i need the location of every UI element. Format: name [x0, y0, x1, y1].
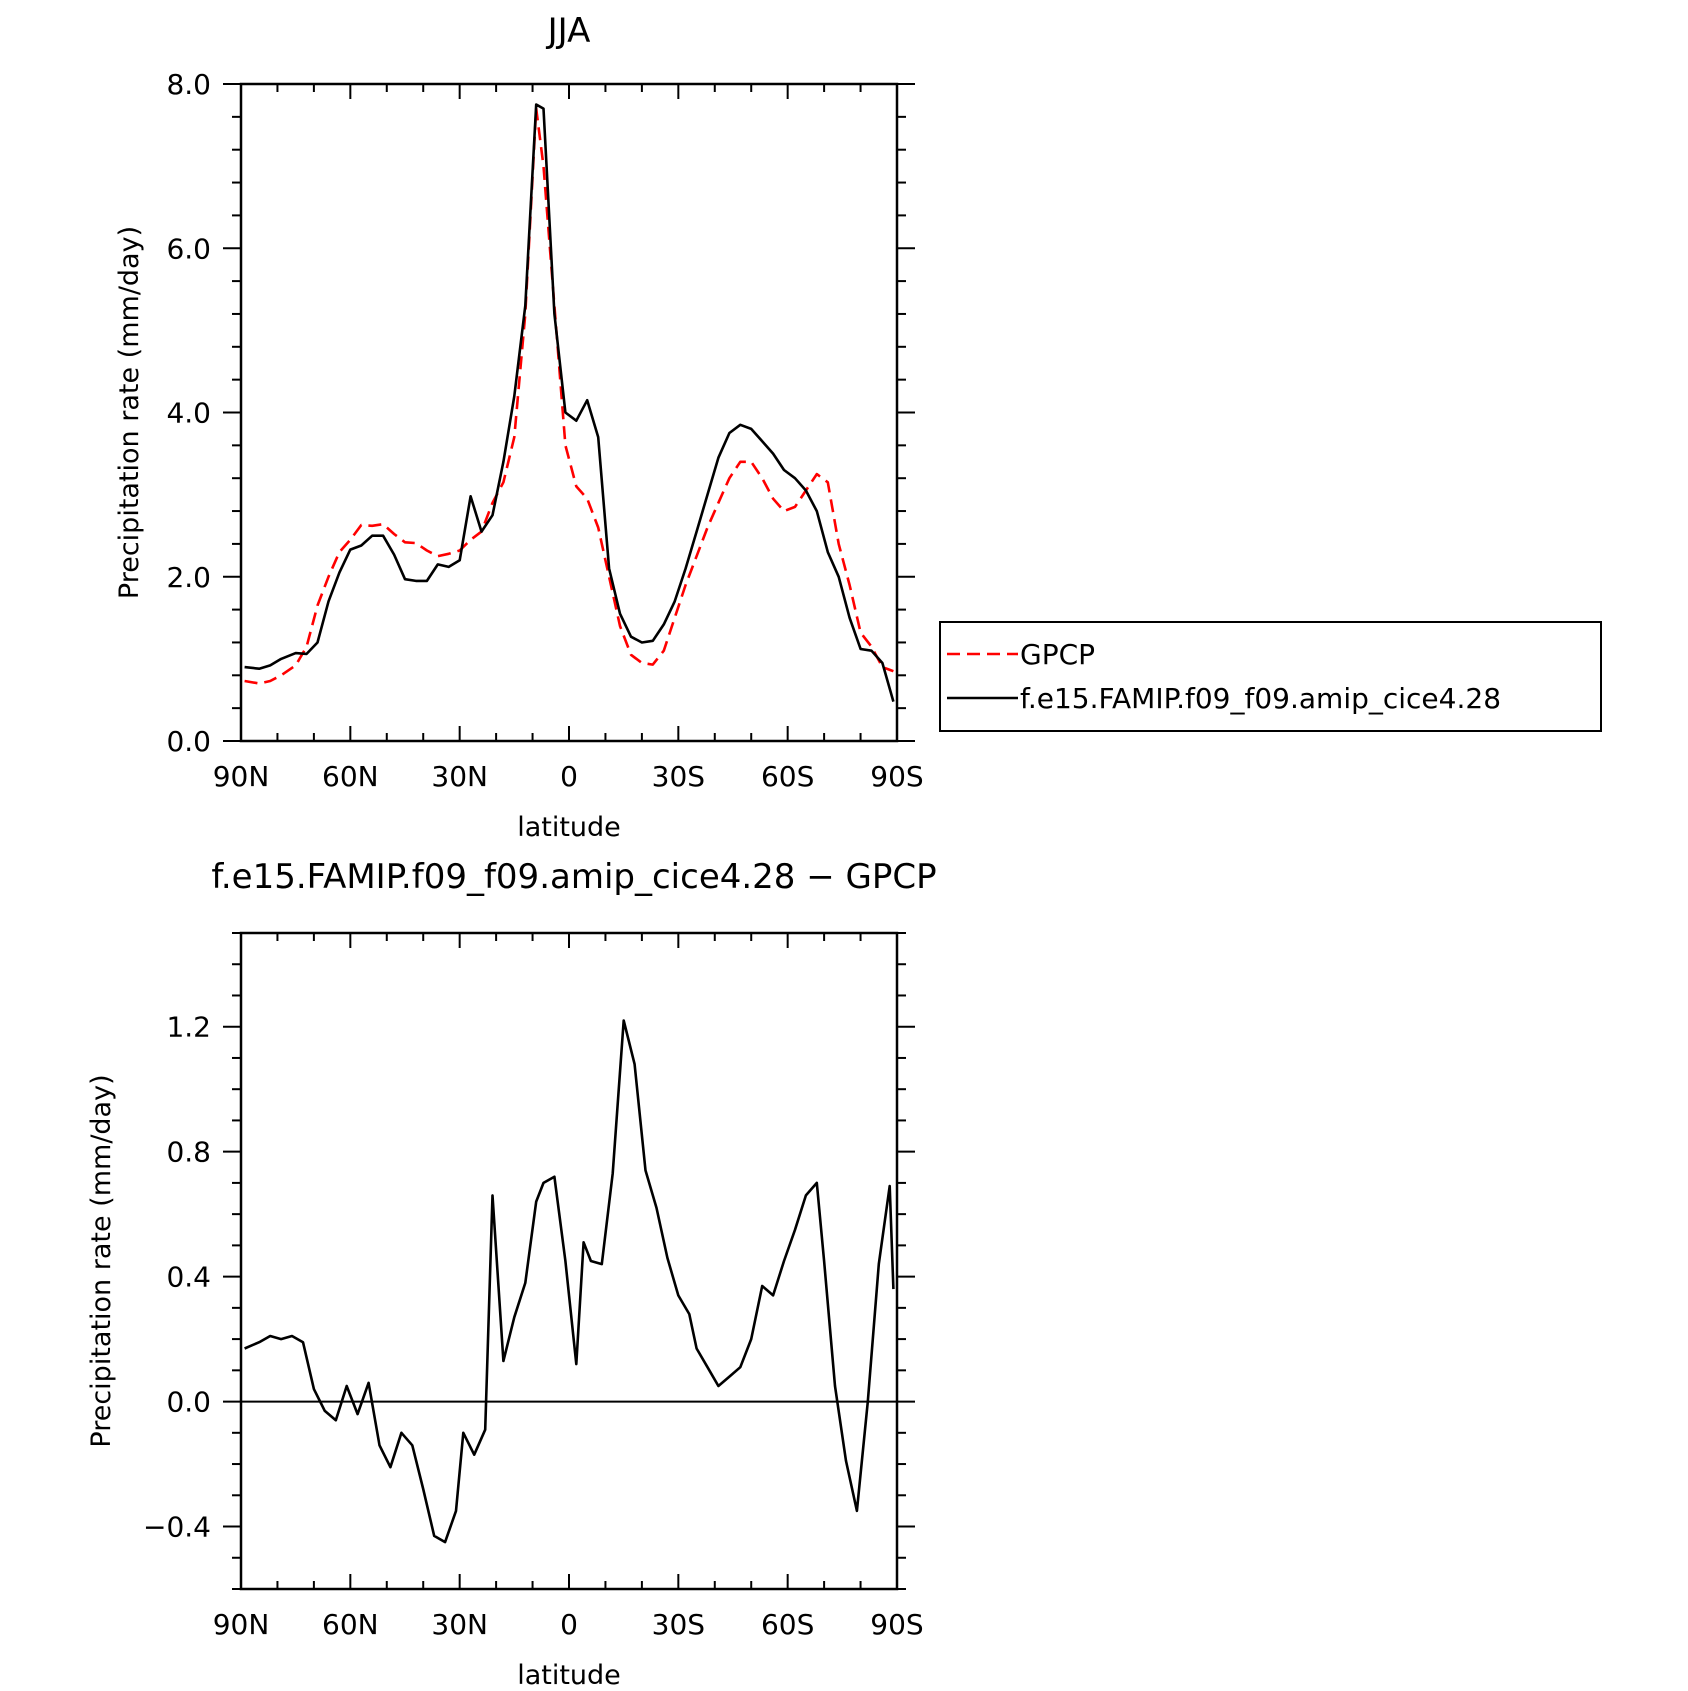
- y-tick-label: 6.0: [166, 232, 211, 265]
- series-line-1: [244, 1019, 895, 1544]
- x-tick-label: 0: [560, 1608, 578, 1641]
- x-tick-label: 90S: [870, 1608, 923, 1641]
- y-axis-label: Precipitation rate (mm/day): [114, 226, 145, 599]
- x-tick-label: 90N: [213, 1608, 270, 1641]
- x-tick-label: 30N: [431, 760, 488, 793]
- x-tick-label: 0: [560, 760, 578, 793]
- y-tick-label: 8.0: [166, 68, 211, 101]
- y-tick-label: 0.4: [166, 1261, 211, 1294]
- y-tick-label: 4.0: [166, 397, 211, 430]
- legend-label-2: f.e15.FAMIP.f09_f09.amip_cice4.28: [1020, 682, 1501, 715]
- chart-panel-2: f.e15.FAMIP.f09_f09.amip_cice4.28 − GPCP…: [86, 857, 937, 1691]
- x-axis-label: latitude: [517, 812, 621, 843]
- y-tick-label: 0.0: [166, 725, 211, 758]
- plot-frame: [239, 931, 899, 1591]
- x-tick-label: 60N: [322, 1608, 379, 1641]
- legend: GPCP f.e15.FAMIP.f09_f09.amip_cice4.28: [939, 621, 1602, 732]
- x-tick-label: 30S: [652, 1608, 705, 1641]
- x-tick-label: 30N: [431, 1608, 488, 1641]
- y-tick-label: 0.0: [166, 1386, 211, 1419]
- plot-frame: [239, 82, 899, 743]
- x-tick-label: 90S: [870, 760, 923, 793]
- y-tick-label: 2.0: [166, 561, 211, 594]
- x-tick-label: 90N: [213, 760, 270, 793]
- x-tick-label: 60S: [761, 1608, 814, 1641]
- series-line-2: [244, 103, 895, 702]
- legend-box: [939, 621, 1602, 732]
- x-tick-label: 60S: [761, 760, 814, 793]
- legend-label-1: GPCP: [1020, 638, 1095, 671]
- x-tick-label: 60N: [322, 760, 379, 793]
- x-axis-label: latitude: [517, 1660, 621, 1691]
- y-tick-label: −0.4: [143, 1511, 211, 1544]
- chart-title: f.e15.FAMIP.f09_f09.amip_cice4.28 − GPCP: [211, 857, 936, 897]
- series-line-1: [244, 107, 894, 685]
- y-tick-label: 1.2: [166, 1011, 211, 1044]
- chart-panel-1: JJA 90N 60N 30N 0 30S 60S 90S latitude 0.0 2.0 4.0 6…: [114, 11, 1602, 843]
- x-tick-label: 30S: [652, 760, 705, 793]
- chart-title: JJA: [546, 11, 591, 51]
- y-tick-label: 0.8: [166, 1136, 211, 1169]
- y-axis-label: Precipitation rate (mm/day): [86, 1074, 117, 1447]
